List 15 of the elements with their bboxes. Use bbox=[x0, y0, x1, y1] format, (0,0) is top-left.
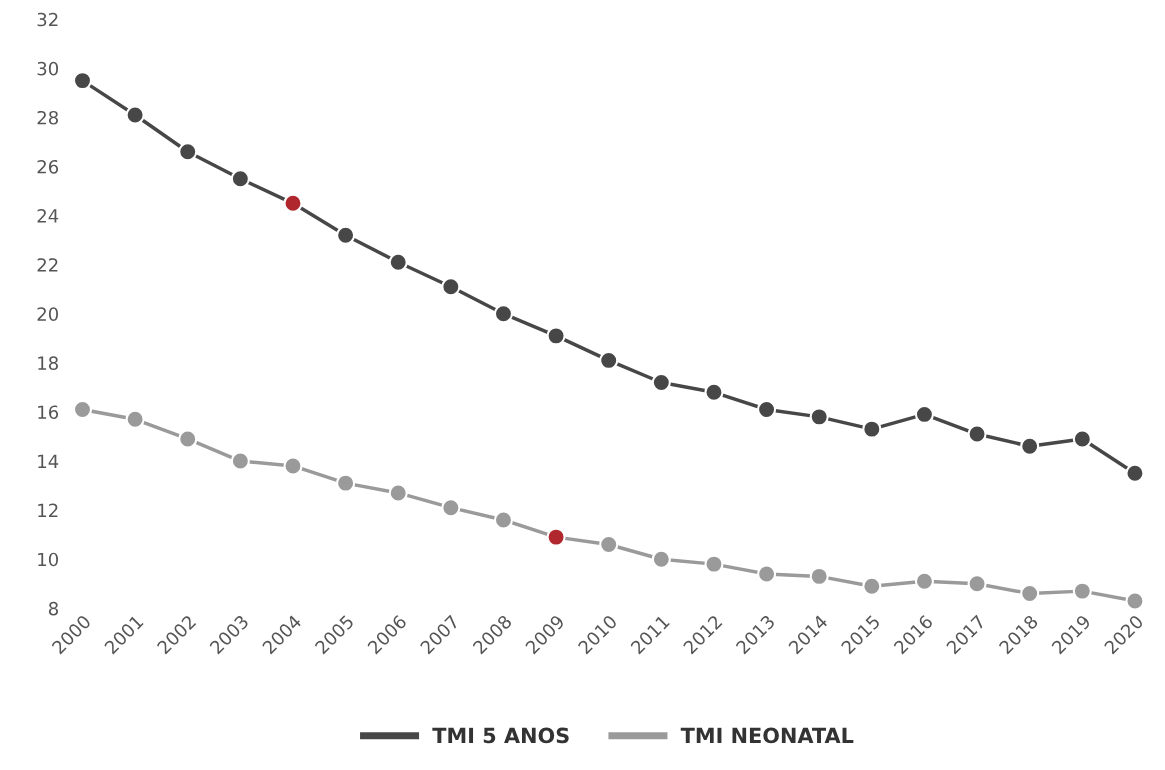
y-tick-label: 32 bbox=[37, 12, 58, 27]
y-tick-label: 26 bbox=[37, 159, 59, 174]
y-tick-label: 10 bbox=[38, 552, 59, 567]
y-tick-label: 30 bbox=[37, 61, 59, 76]
y-tick-label: 16 bbox=[38, 405, 59, 420]
y-tick-label: 24 bbox=[37, 209, 59, 223]
y-tick-label: 14 bbox=[38, 454, 59, 468]
y-tick-label: 8 bbox=[48, 601, 58, 616]
y-tick-label: 20 bbox=[37, 307, 59, 321]
y-tick-label: 12 bbox=[38, 503, 58, 517]
legend-label: TMI 5 ANOS bbox=[432, 727, 569, 744]
y-tick-label: 18 bbox=[38, 356, 58, 370]
y-tick-label: 22 bbox=[37, 258, 58, 272]
legend-label: TMI NEONATAL bbox=[680, 727, 854, 744]
y-tick-label: 28 bbox=[37, 110, 58, 125]
